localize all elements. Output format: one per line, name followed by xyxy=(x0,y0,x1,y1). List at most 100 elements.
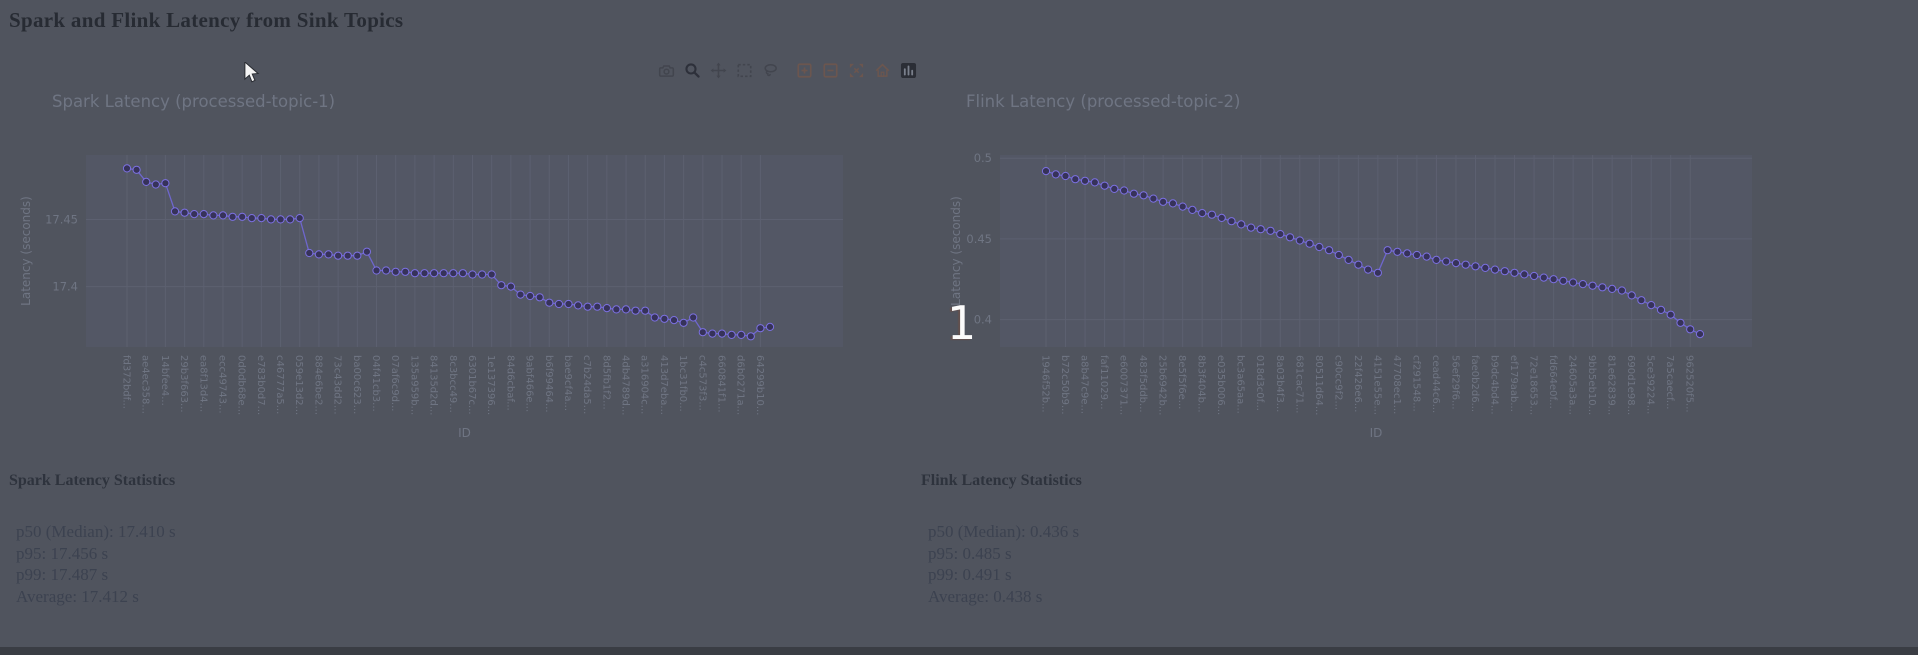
svg-text:413d7eba...: 413d7eba... xyxy=(658,355,669,415)
zoom-button[interactable] xyxy=(682,60,702,80)
svg-text:9bb5eb10...: 9bb5eb10... xyxy=(1586,355,1597,415)
flink-latency-chart[interactable]: 0.4 0.45 0.5 1946f52b... b72c50b9... a8b47c9e… xyxy=(940,85,1880,465)
spark-stats-panel: Spark Latency Statistics p50 (Median): 1… xyxy=(9,472,729,607)
svg-text:0d0db68e...: 0d0db68e... xyxy=(236,355,247,415)
zoom-icon xyxy=(684,62,700,78)
svg-text:b72c50b9...: b72c50b9... xyxy=(1059,355,1070,415)
svg-text:cf291548...: cf291548... xyxy=(1410,355,1421,412)
svg-text:8b3f404b...: 8b3f404b... xyxy=(1196,355,1207,413)
flink-stats-lines: p50 (Median): 0.436 s p95: 0.485 s p99: … xyxy=(921,521,1641,607)
zoom-out-button[interactable] xyxy=(820,60,840,80)
bottom-edge-strip xyxy=(0,647,1918,655)
svg-text:cead44c6...: cead44c6... xyxy=(1430,355,1441,413)
flink-stat-p99: p99: 0.491 s xyxy=(928,565,1012,584)
svg-text:fd372bdf...: fd372bdf... xyxy=(121,355,132,409)
svg-text:Flink Latency (processed-topic: Flink Latency (processed-topic-2) xyxy=(966,92,1240,111)
svg-text:22f426e6...: 22f426e6... xyxy=(1352,355,1363,412)
svg-text:04f41cb3...: 04f41cb3... xyxy=(370,355,381,412)
svg-text:b6f99464...: b6f99464... xyxy=(543,355,554,413)
svg-text:ID: ID xyxy=(1370,426,1383,440)
lasso-select-icon xyxy=(763,63,777,76)
svg-text:135a959b...: 135a959b... xyxy=(408,355,419,415)
spark-stat-average: Average: 17.412 s xyxy=(16,586,139,606)
svg-text:07af6c9d...: 07af6c9d... xyxy=(389,355,400,411)
svg-text:690d1e98...: 690d1e98... xyxy=(1625,355,1636,415)
svg-text:bae9cf4a...: bae9cf4a... xyxy=(562,355,573,411)
camera-icon xyxy=(658,64,674,77)
svg-text:fae0b2d6...: fae0b2d6... xyxy=(1469,355,1480,412)
svg-text:e783b0d7...: e783b0d7... xyxy=(255,355,266,415)
zoom-in-icon xyxy=(796,62,812,78)
svg-text:6301b67c...: 6301b67c... xyxy=(466,355,477,415)
spark-stats-heading: Spark Latency Statistics xyxy=(9,472,176,489)
svg-text:bc3a65aa...: bc3a65aa... xyxy=(1235,355,1246,414)
svg-text:8c3bcc49...: 8c3bcc49... xyxy=(447,355,458,413)
zoom-in-button[interactable] xyxy=(794,60,814,80)
svg-text:ID: ID xyxy=(458,426,471,440)
spark-stat-p50: p50 (Median): 17.410 s xyxy=(16,522,176,541)
svg-text:7a5caecf...: 7a5caecf... xyxy=(1664,355,1675,409)
zoom-out-icon xyxy=(822,62,838,78)
svg-text:884e6be2...: 884e6be2... xyxy=(312,355,323,415)
svg-text:ae4ec358...: ae4ec358... xyxy=(140,355,151,414)
svg-text:8e5f5f6e...: 8e5f5f6e... xyxy=(1176,355,1187,409)
svg-text:Spark Latency (processed-topic: Spark Latency (processed-topic-1) xyxy=(52,92,335,111)
reset-axes-home-icon xyxy=(875,62,889,77)
svg-text:47708ec1...: 47708ec1... xyxy=(1391,355,1402,414)
svg-text:ea8f13d4...: ea8f13d4... xyxy=(197,355,208,412)
svg-text:17.4: 17.4 xyxy=(52,280,78,294)
reset-axes-home-button[interactable] xyxy=(872,60,892,80)
svg-text:c90cc9f2...: c90cc9f2... xyxy=(1332,355,1343,410)
camera-button[interactable] xyxy=(656,60,676,80)
svg-text:018d3c0f...: 018d3c0f... xyxy=(1254,355,1265,411)
svg-text:24605a3a...: 24605a3a... xyxy=(1567,355,1578,415)
plotly-modebar xyxy=(656,60,918,80)
svg-text:84135d2d...: 84135d2d... xyxy=(428,355,439,415)
svg-text:8d5fb1f2...: 8d5fb1f2... xyxy=(600,355,611,410)
svg-text:e035b006...: e035b006... xyxy=(1215,355,1226,415)
svg-text:81e62839...: 81e62839... xyxy=(1606,355,1617,415)
svg-text:0.4: 0.4 xyxy=(974,313,992,327)
svg-text:14bfee4...: 14bfee4... xyxy=(159,355,170,406)
svg-text:73c43dd2...: 73c43dd2... xyxy=(332,355,343,415)
svg-text:64299b10...: 64299b10... xyxy=(754,355,765,415)
flink-stats-heading: Flink Latency Statistics xyxy=(921,472,1082,489)
spark-latency-chart[interactable]: 17.4 17.45 fd372bdf... ae4ec358... 14bfee4..… xyxy=(20,85,940,465)
svg-text:0.5: 0.5 xyxy=(974,151,992,165)
svg-text:483f5ddb...: 483f5ddb... xyxy=(1137,355,1148,413)
svg-text:e6007371...: e6007371... xyxy=(1118,355,1129,415)
page-title: Spark and Flink Latency from Sink Topics xyxy=(9,8,404,32)
plotly-logo-button[interactable] xyxy=(898,60,918,80)
svg-text:25b6942b...: 25b6942b... xyxy=(1157,355,1168,415)
svg-text:80511d64...: 80511d64... xyxy=(1313,355,1324,415)
svg-text:0.45: 0.45 xyxy=(966,232,992,246)
svg-text:4db4789d...: 4db4789d... xyxy=(620,355,631,415)
svg-text:9abf466e...: 9abf466e... xyxy=(524,355,535,412)
svg-text:c4c573f3...: c4c573f3... xyxy=(696,355,707,411)
overlay-numeral: 1 xyxy=(947,296,977,350)
svg-text:b9dc4bd4...: b9dc4bd4... xyxy=(1489,355,1500,415)
svg-text:5ce39224...: 5ce39224... xyxy=(1645,355,1656,414)
spark-stats-lines: p50 (Median): 17.410 s p95: 17.456 s p99… xyxy=(9,521,729,607)
svg-text:962520f5...: 962520f5... xyxy=(1684,355,1695,413)
flink-stat-average: Average: 0.438 s xyxy=(928,586,1043,606)
autoscale-button[interactable] xyxy=(846,60,866,80)
svg-text:29b3f663...: 29b3f663... xyxy=(178,355,189,413)
box-select-button[interactable] xyxy=(734,60,754,80)
mouse-cursor-icon xyxy=(244,62,260,83)
flink-stat-p50: p50 (Median): 0.436 s xyxy=(928,522,1080,541)
svg-text:1bc31fb0...: 1bc31fb0... xyxy=(677,355,688,412)
svg-text:Latency (seconds): Latency (seconds) xyxy=(20,196,33,306)
svg-text:a8b47c9e...: a8b47c9e... xyxy=(1079,355,1090,414)
pan-button[interactable] xyxy=(708,60,728,80)
svg-text:84d6cbaf...: 84d6cbaf... xyxy=(504,355,515,411)
svg-text:4151e55e...: 4151e55e... xyxy=(1371,355,1382,415)
svg-text:Latency (seconds): Latency (seconds) xyxy=(949,196,963,306)
pan-icon xyxy=(710,62,726,78)
lasso-select-button[interactable] xyxy=(760,60,780,80)
svg-text:681cac71...: 681cac71... xyxy=(1293,355,1304,413)
svg-text:660841f1...: 660841f1... xyxy=(716,355,727,413)
svg-text:1946f52b...: 1946f52b... xyxy=(1040,355,1051,413)
svg-text:ecc49743...: ecc49743... xyxy=(216,355,227,414)
